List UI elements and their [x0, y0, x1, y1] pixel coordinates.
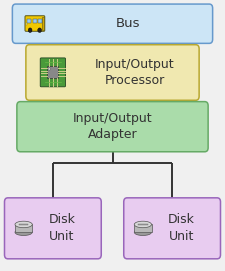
Bar: [42, 17, 44, 30]
Text: Bus: Bus: [116, 17, 140, 30]
FancyBboxPatch shape: [25, 16, 45, 31]
Ellipse shape: [134, 229, 151, 235]
FancyBboxPatch shape: [26, 45, 199, 100]
Text: Input/Output
Adapter: Input/Output Adapter: [73, 112, 152, 141]
Ellipse shape: [15, 229, 32, 235]
Bar: [47, 66, 58, 78]
FancyBboxPatch shape: [12, 4, 213, 43]
Bar: [33, 19, 37, 23]
Circle shape: [38, 28, 42, 33]
Ellipse shape: [15, 221, 32, 228]
Bar: [138, 224, 148, 225]
Bar: [38, 19, 42, 23]
FancyBboxPatch shape: [4, 198, 101, 259]
Text: Input/Output
Processor: Input/Output Processor: [95, 58, 175, 87]
Bar: [19, 224, 29, 225]
Circle shape: [48, 67, 50, 70]
Bar: [26, 23, 27, 25]
FancyBboxPatch shape: [124, 198, 220, 259]
FancyBboxPatch shape: [40, 58, 65, 87]
Text: Disk
Unit: Disk Unit: [48, 214, 75, 243]
Polygon shape: [15, 224, 32, 232]
FancyBboxPatch shape: [17, 102, 208, 152]
Bar: [27, 19, 31, 23]
Text: Disk
Unit: Disk Unit: [168, 214, 195, 243]
Ellipse shape: [134, 221, 151, 228]
Polygon shape: [134, 224, 151, 232]
Circle shape: [28, 28, 32, 33]
